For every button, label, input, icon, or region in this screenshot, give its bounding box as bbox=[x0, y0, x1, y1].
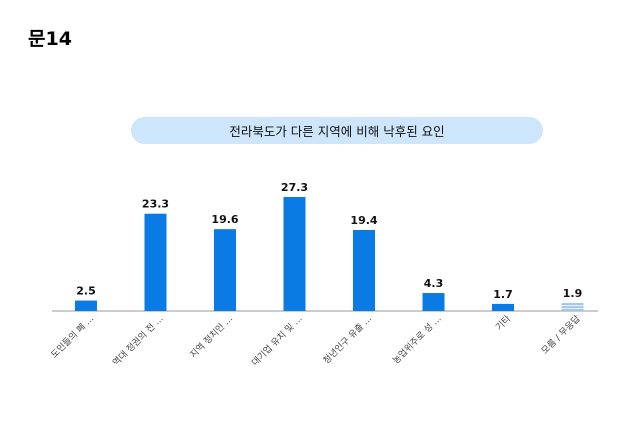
bar-7 bbox=[492, 303, 514, 311]
category-label-3: 지역 정치인 ... bbox=[187, 313, 235, 361]
data-label-3: 19.6 bbox=[211, 213, 238, 226]
data-label-7: 1.7 bbox=[493, 288, 513, 301]
data-label-2: 23.3 bbox=[142, 198, 169, 211]
bar-4 bbox=[283, 197, 306, 311]
data-label-8: 1.9 bbox=[563, 287, 583, 300]
data-label-4: 27.3 bbox=[281, 181, 308, 194]
bar-8 bbox=[561, 303, 584, 311]
category-label-5: 청년인구 유출 ... bbox=[321, 313, 374, 366]
category-label-6: 농업위주로 성 ... bbox=[391, 313, 444, 366]
data-label-6: 4.3 bbox=[424, 277, 444, 290]
bar-1 bbox=[75, 300, 97, 311]
bar-2 bbox=[144, 213, 167, 311]
category-label-8: 모름 / 무응답 bbox=[539, 313, 583, 357]
category-label-7: 기타 bbox=[494, 313, 514, 333]
bar-3 bbox=[214, 229, 236, 311]
question-label: 문14 bbox=[28, 28, 72, 50]
category-label-1: 도민들의 폐 ... bbox=[48, 313, 96, 361]
bar-6 bbox=[422, 293, 445, 311]
data-label-1: 2.5 bbox=[76, 285, 96, 298]
chart-title: 전라북도가 다른 지역에 비해 낙후된 요인 bbox=[131, 117, 543, 144]
category-label-4: 대기업 유치 및 ... bbox=[249, 313, 305, 369]
bar-5 bbox=[353, 229, 375, 311]
category-label-2: 역대 정권의 전 ... bbox=[110, 313, 166, 369]
data-label-5: 19.4 bbox=[350, 214, 377, 227]
